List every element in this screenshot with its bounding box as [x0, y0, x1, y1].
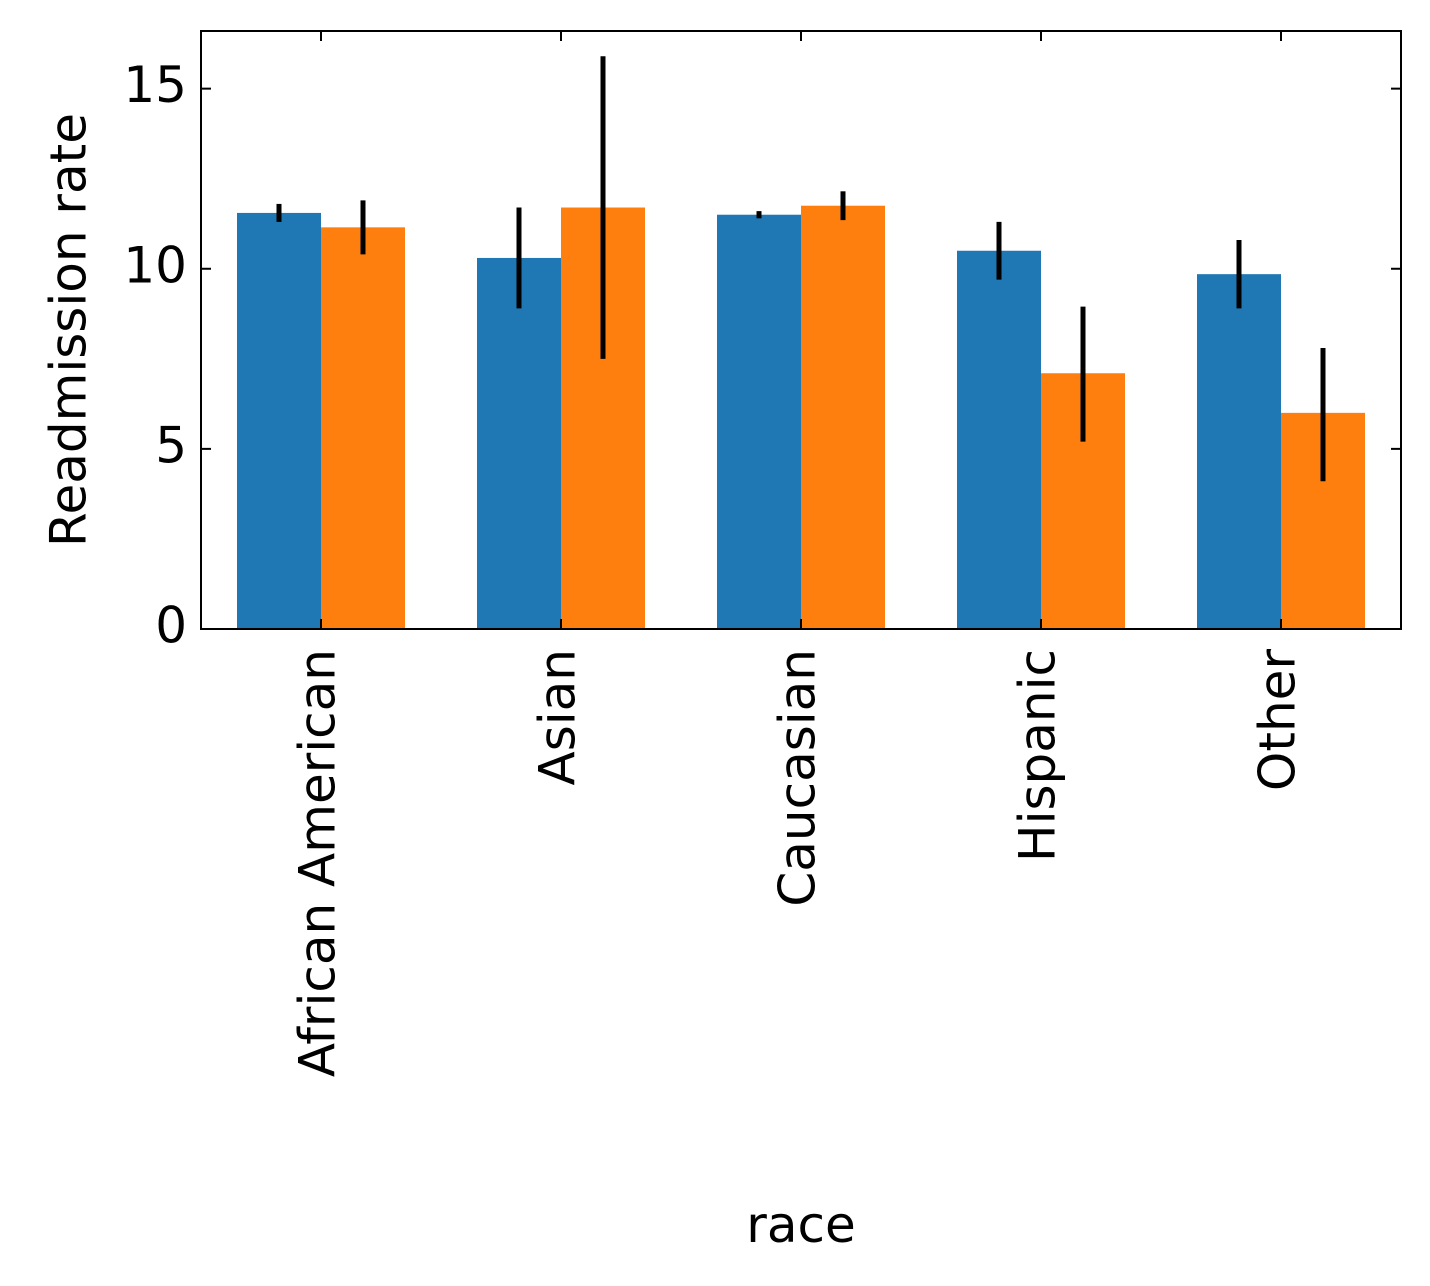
- x-tick-label: African American: [289, 649, 347, 1077]
- y-tick-label: 5: [155, 416, 187, 474]
- bar-series1-other: [1197, 274, 1281, 629]
- bars-layer: [237, 205, 1365, 630]
- tick-labels-layer: African American Asian Caucasian Hispanic Ot…: [123, 56, 1306, 1077]
- y-axis-label: Readmission rate: [40, 113, 98, 547]
- bar-series1-asian: [477, 257, 561, 629]
- x-tick-label: Asian: [529, 649, 587, 785]
- bar-series1-african-american: [237, 212, 321, 629]
- x-tick-label: Hispanic: [1009, 649, 1067, 862]
- bar-series1-caucasian: [717, 214, 801, 629]
- y-tick-label: 0: [155, 597, 187, 655]
- bar-series2-caucasian: [801, 205, 885, 630]
- error-bars-layer: [276, 56, 1326, 482]
- bar-series1-hispanic: [957, 250, 1041, 629]
- x-tick-label: Caucasian: [769, 649, 827, 907]
- bar-series2-african-american: [321, 227, 405, 629]
- ticks-layer: [201, 31, 1401, 630]
- x-tick-label: Other: [1249, 649, 1307, 791]
- y-tick-label: 15: [123, 56, 187, 114]
- x-axis-label: race: [746, 1196, 855, 1254]
- y-tick-label: 10: [123, 236, 187, 294]
